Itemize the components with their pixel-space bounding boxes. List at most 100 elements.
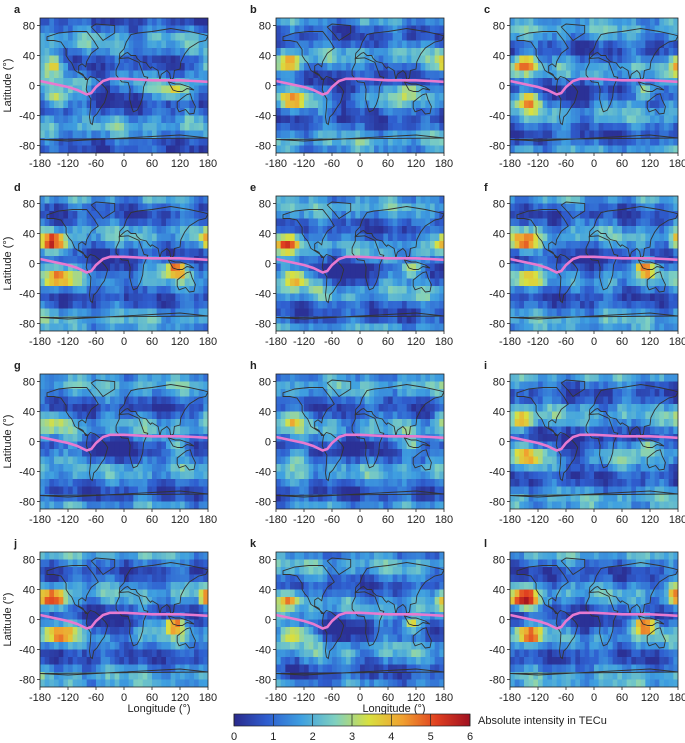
heatmap-cell [636, 25, 642, 34]
heatmap-cell [378, 263, 384, 272]
heatmap-cell [110, 25, 116, 34]
heatmap-cell [119, 449, 125, 457]
heatmap-cell [133, 211, 139, 219]
heatmap-cell [631, 55, 637, 64]
heatmap-cell [603, 138, 609, 146]
heatmap-cell [40, 241, 46, 249]
heatmap-cell [411, 48, 417, 56]
heatmap-cell [82, 241, 88, 249]
heatmap-cell [175, 411, 181, 420]
heatmap-cell [96, 233, 102, 242]
heatmap-cell [119, 456, 125, 465]
heatmap-cell [100, 226, 106, 234]
heatmap-cell [54, 278, 60, 287]
heatmap-cell [152, 25, 158, 34]
heatmap-cell [355, 100, 361, 109]
heatmap-cell [86, 33, 92, 41]
heatmap-cell [285, 63, 291, 71]
heatmap-cell [411, 241, 417, 249]
heatmap-cell [72, 301, 78, 309]
heatmap-cell [360, 263, 366, 272]
heatmap-cell [519, 211, 525, 219]
heatmap-cell [668, 248, 674, 257]
heatmap-cell [650, 196, 656, 204]
heatmap-cell [110, 218, 116, 227]
heatmap-cell [420, 293, 426, 302]
heatmap-cell [82, 108, 88, 116]
heatmap-cell [514, 93, 520, 101]
heatmap-cell [110, 48, 116, 56]
heatmap-cell [138, 85, 144, 94]
heatmap-cell [327, 389, 333, 397]
heatmap-cell [170, 78, 176, 86]
heatmap-cell [91, 404, 97, 412]
heatmap-cell [434, 226, 440, 234]
heatmap-cell [369, 211, 375, 219]
heatmap-cell [598, 196, 604, 204]
heatmap-cell [626, 196, 632, 204]
heatmap-cell [388, 316, 394, 324]
heatmap-cell [44, 248, 50, 257]
heatmap-cell [425, 55, 431, 64]
heatmap-cell [194, 286, 200, 294]
heatmap-cell [133, 411, 139, 420]
heatmap-cell [44, 316, 50, 324]
heatmap-cell [645, 70, 651, 79]
heatmap-cell [91, 123, 97, 131]
heatmap-cell [650, 40, 656, 49]
heatmap-cell [124, 233, 130, 242]
heatmap-cell [290, 404, 296, 412]
heatmap-cell [673, 40, 678, 49]
heatmap-cell [420, 138, 426, 146]
heatmap-cell [152, 271, 158, 279]
heatmap-cell [411, 278, 417, 287]
heatmap-cell [105, 138, 111, 146]
heatmap-cell [556, 100, 562, 109]
heatmap-cell [133, 40, 139, 49]
heatmap-cell [63, 374, 69, 382]
heatmap-cell [341, 203, 347, 212]
heatmap-cell [673, 293, 678, 302]
heatmap-cell [575, 70, 581, 79]
heatmap-cell [552, 196, 558, 204]
heatmap-cell [58, 78, 64, 86]
heatmap-cell [299, 411, 305, 420]
heatmap-cell [626, 33, 632, 41]
heatmap-cell [198, 271, 204, 279]
heatmap-cell [133, 426, 139, 435]
heatmap-cell [184, 33, 190, 41]
heatmap-cell [425, 316, 431, 324]
heatmap-cell [180, 426, 186, 435]
heatmap-cell [308, 63, 314, 71]
heatmap-cell [119, 419, 125, 427]
y-tick-label: 0 [499, 259, 505, 271]
coastline [510, 134, 678, 142]
heatmap-cell [91, 100, 97, 109]
heatmap-cell [91, 93, 97, 101]
heatmap-cell [49, 25, 55, 34]
heatmap-cell [161, 18, 167, 26]
heatmap-cell [58, 138, 64, 146]
heatmap-cell [44, 286, 50, 294]
heatmap-cell [86, 40, 92, 49]
heatmap-cell [114, 501, 120, 509]
heatmap-cell [360, 115, 366, 124]
heatmap-cell [332, 70, 338, 79]
heatmap-cell [322, 138, 328, 146]
heatmap-cell [622, 78, 628, 86]
heatmap-cell [119, 130, 125, 139]
heatmap-cell [584, 211, 590, 219]
heatmap-cell [161, 63, 167, 71]
heatmap-cell [170, 419, 176, 427]
heatmap-cell [556, 308, 562, 317]
heatmap-cell [360, 70, 366, 79]
heatmap-cell [189, 419, 195, 427]
heatmap-cell [327, 241, 333, 249]
heatmap-cell [156, 286, 162, 294]
heatmap-cell [594, 271, 600, 279]
heatmap-cell [673, 248, 678, 257]
heatmap-cell [547, 271, 553, 279]
heatmap-cell [110, 286, 116, 294]
heatmap-cell [538, 18, 544, 26]
heatmap-cell [128, 374, 134, 382]
